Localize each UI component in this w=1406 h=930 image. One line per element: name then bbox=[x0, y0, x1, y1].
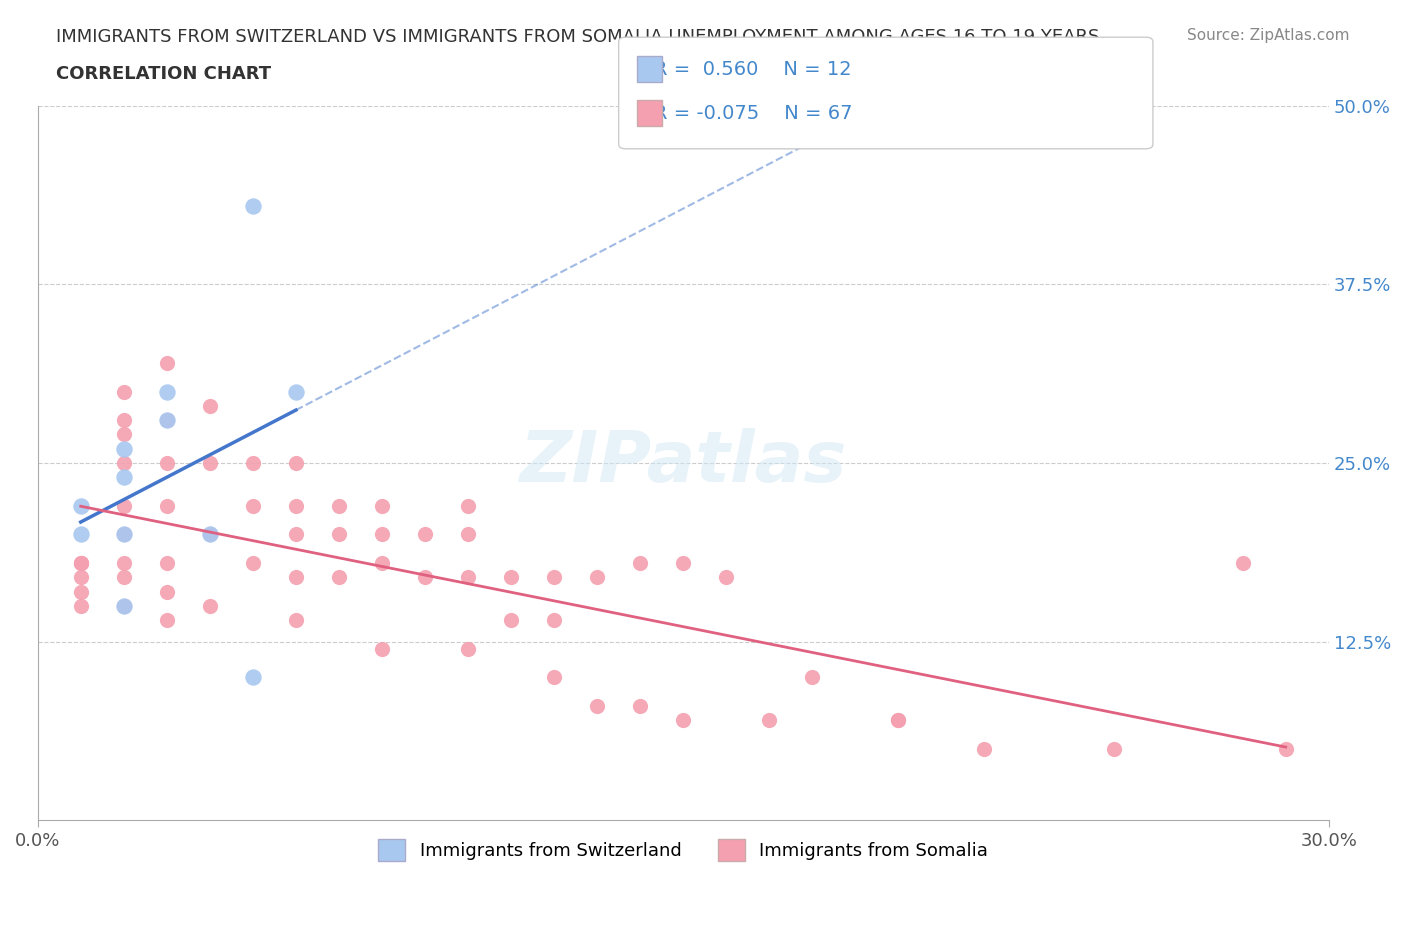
Text: Source: ZipAtlas.com: Source: ZipAtlas.com bbox=[1187, 28, 1350, 43]
Point bbox=[112, 527, 135, 542]
Point bbox=[69, 527, 91, 542]
Text: CORRELATION CHART: CORRELATION CHART bbox=[56, 65, 271, 83]
Point bbox=[1102, 741, 1125, 756]
Point bbox=[887, 712, 910, 727]
Point bbox=[69, 555, 91, 570]
Point bbox=[112, 456, 135, 471]
Point bbox=[69, 555, 91, 570]
Point bbox=[413, 570, 436, 585]
Point bbox=[242, 555, 264, 570]
Point bbox=[156, 413, 179, 428]
Point bbox=[242, 198, 264, 213]
Point bbox=[328, 498, 350, 513]
Point bbox=[543, 670, 565, 684]
Point bbox=[112, 527, 135, 542]
Point bbox=[112, 413, 135, 428]
Point bbox=[112, 384, 135, 399]
Point bbox=[112, 570, 135, 585]
Point bbox=[112, 598, 135, 613]
Point bbox=[501, 570, 523, 585]
Point bbox=[973, 741, 995, 756]
Point bbox=[628, 555, 651, 570]
Point bbox=[284, 527, 307, 542]
Point bbox=[328, 570, 350, 585]
Point bbox=[1274, 741, 1296, 756]
Point bbox=[242, 670, 264, 684]
Point bbox=[543, 613, 565, 628]
Point bbox=[284, 570, 307, 585]
Point bbox=[284, 384, 307, 399]
Point bbox=[457, 498, 479, 513]
Point bbox=[371, 498, 394, 513]
Point bbox=[457, 570, 479, 585]
Point bbox=[69, 498, 91, 513]
Point bbox=[242, 498, 264, 513]
Point bbox=[112, 427, 135, 442]
Point bbox=[112, 441, 135, 456]
Point bbox=[112, 498, 135, 513]
Point bbox=[69, 555, 91, 570]
Point bbox=[156, 584, 179, 599]
Point bbox=[1232, 555, 1254, 570]
Point bbox=[156, 498, 179, 513]
Point bbox=[112, 470, 135, 485]
Point bbox=[328, 527, 350, 542]
Legend: Immigrants from Switzerland, Immigrants from Somalia: Immigrants from Switzerland, Immigrants … bbox=[371, 832, 995, 869]
Text: R =  0.560    N = 12: R = 0.560 N = 12 bbox=[654, 60, 852, 79]
Point bbox=[371, 527, 394, 542]
Point bbox=[284, 498, 307, 513]
Point bbox=[242, 456, 264, 471]
Point bbox=[716, 570, 738, 585]
Point bbox=[628, 698, 651, 713]
Point bbox=[69, 570, 91, 585]
Point bbox=[284, 456, 307, 471]
Point bbox=[156, 555, 179, 570]
Point bbox=[758, 712, 780, 727]
Point bbox=[198, 598, 221, 613]
Point bbox=[156, 413, 179, 428]
Point bbox=[112, 555, 135, 570]
Point bbox=[457, 642, 479, 657]
Point bbox=[198, 527, 221, 542]
Point bbox=[156, 355, 179, 370]
Point bbox=[887, 712, 910, 727]
Point bbox=[371, 555, 394, 570]
Text: R = -0.075    N = 67: R = -0.075 N = 67 bbox=[654, 104, 852, 123]
Point bbox=[198, 398, 221, 413]
Point bbox=[543, 570, 565, 585]
Point bbox=[112, 598, 135, 613]
Text: ZIPatlas: ZIPatlas bbox=[520, 429, 846, 498]
Point bbox=[457, 527, 479, 542]
Text: IMMIGRANTS FROM SWITZERLAND VS IMMIGRANTS FROM SOMALIA UNEMPLOYMENT AMONG AGES 1: IMMIGRANTS FROM SWITZERLAND VS IMMIGRANT… bbox=[56, 28, 1099, 46]
Point bbox=[156, 384, 179, 399]
Point bbox=[586, 570, 609, 585]
Point bbox=[198, 527, 221, 542]
Point bbox=[371, 642, 394, 657]
Point bbox=[69, 598, 91, 613]
Point bbox=[501, 613, 523, 628]
Point bbox=[801, 670, 824, 684]
Point bbox=[156, 456, 179, 471]
Point bbox=[69, 584, 91, 599]
Point bbox=[672, 712, 695, 727]
Point bbox=[284, 613, 307, 628]
Point bbox=[156, 613, 179, 628]
Point bbox=[672, 555, 695, 570]
Point bbox=[586, 698, 609, 713]
Point bbox=[413, 527, 436, 542]
Point bbox=[198, 456, 221, 471]
